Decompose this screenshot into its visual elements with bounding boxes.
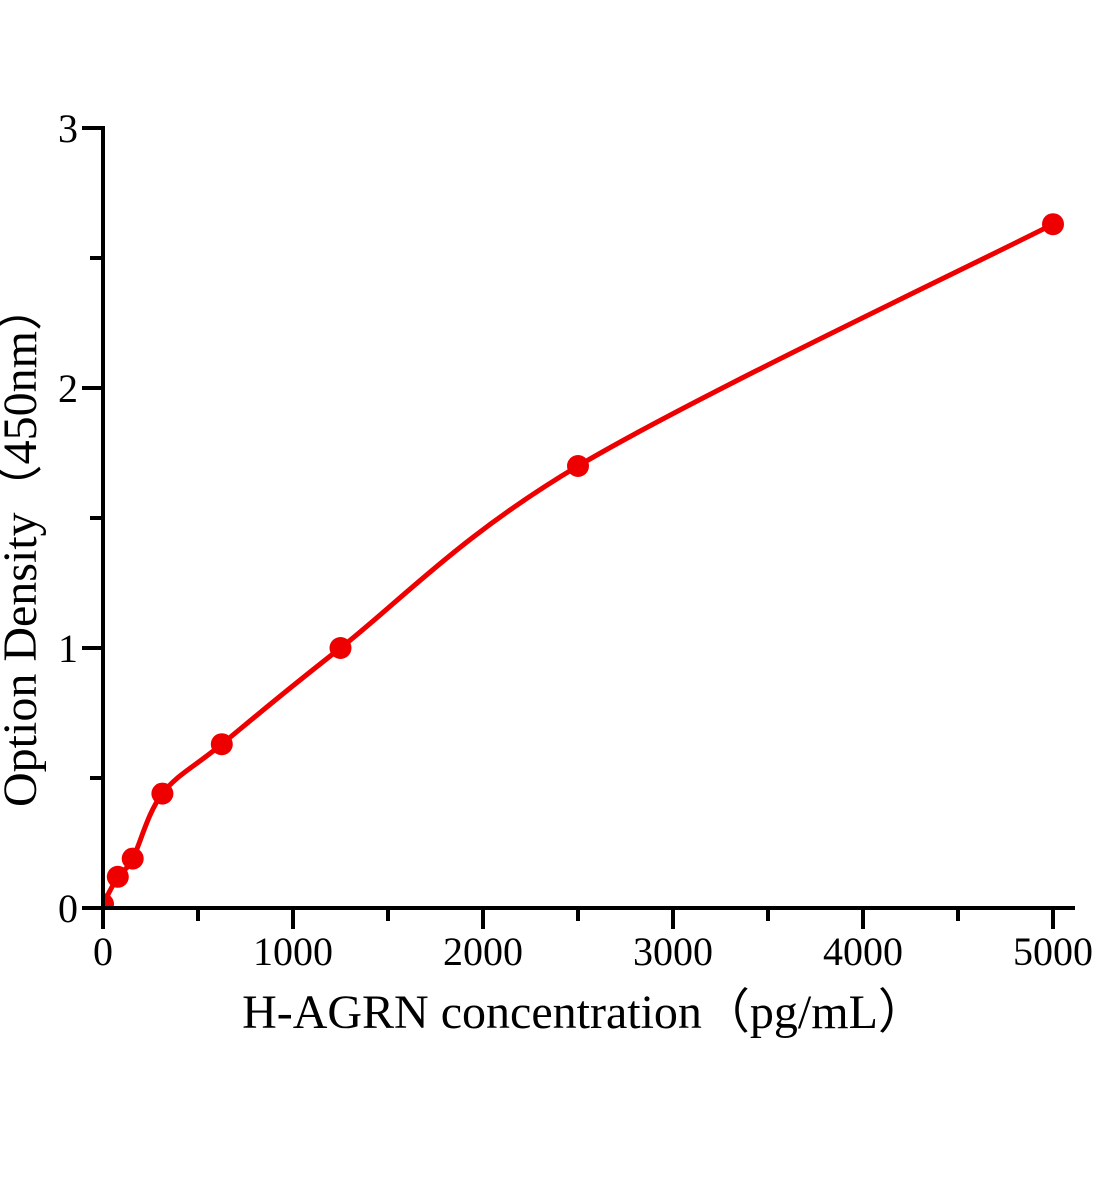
y-tick-label: 2 (58, 366, 78, 411)
data-point-marker (103, 893, 114, 908)
x-tick-label: 3000 (633, 929, 713, 974)
data-point-marker (106, 865, 129, 888)
x-tick-label: 0 (93, 929, 113, 974)
data-series-group (103, 213, 1064, 908)
data-point-marker (329, 637, 352, 659)
data-point-marker (210, 733, 233, 756)
axes-group (82, 126, 1075, 929)
x-tick-label: 1000 (253, 929, 333, 974)
x-tick-label: 5000 (1013, 929, 1093, 974)
fit-curve-line (103, 221, 1055, 906)
data-point-marker (151, 782, 174, 805)
x-tick-label: 2000 (443, 929, 523, 974)
data-point-marker (1042, 213, 1064, 236)
x-axis-title: H-AGRN concentration（pg/mL） (242, 986, 926, 1039)
data-point-marker (121, 847, 144, 870)
y-tick-label: 3 (58, 106, 78, 151)
x-tick-label: 4000 (823, 929, 903, 974)
tick-labels-group: 0 1000 2000 3000 4000 5000 0 1 2 3 (58, 106, 1093, 974)
y-tick-label: 1 (58, 626, 78, 671)
y-axis-title: Option Density（450nm） (0, 283, 47, 807)
data-point-marker (567, 455, 589, 477)
y-tick-label: 0 (58, 886, 78, 931)
